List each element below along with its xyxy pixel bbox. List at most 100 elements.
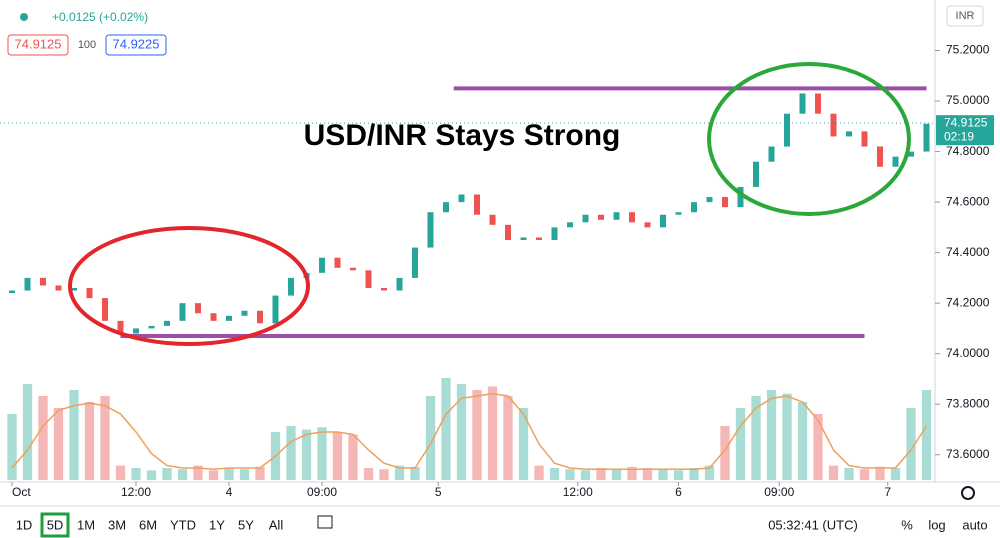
candle <box>582 214 589 223</box>
range-button[interactable]: 3M <box>108 517 126 532</box>
range-button[interactable]: All <box>269 517 284 532</box>
x-tick-label: Oct <box>12 485 31 499</box>
candle <box>334 257 341 268</box>
candle <box>40 277 46 286</box>
clock: 05:32:41 (UTC) <box>768 517 858 532</box>
highlight-ellipse <box>707 62 911 216</box>
volume-bar <box>689 468 699 480</box>
candle <box>923 123 930 152</box>
range-button[interactable]: YTD <box>170 517 196 532</box>
volume-bar <box>735 408 746 480</box>
candle <box>861 131 868 147</box>
candle <box>629 212 635 223</box>
range-button[interactable]: 6M <box>139 517 157 532</box>
countdown: 02:19 <box>944 129 974 143</box>
range-button[interactable]: 5D <box>47 517 64 532</box>
candle <box>350 267 356 271</box>
candle <box>830 113 837 137</box>
candle <box>598 214 604 220</box>
candle <box>133 328 139 334</box>
candle <box>551 227 558 240</box>
y-tick-label: 74.8000 <box>946 144 990 158</box>
volume-bar <box>565 469 575 480</box>
volume-bar <box>317 427 327 480</box>
volume-bar <box>611 469 622 480</box>
change: +0.0125 (+0.02%) <box>52 10 148 24</box>
candle <box>877 146 883 167</box>
volume-bar <box>487 386 498 480</box>
bid-box[interactable] <box>7 34 69 56</box>
volume-bar <box>658 469 668 480</box>
candle <box>86 288 93 299</box>
percent-toggle[interactable]: % <box>901 517 913 532</box>
volume-bar <box>84 402 95 480</box>
volume-bar <box>177 469 188 480</box>
volume-bar <box>534 465 544 480</box>
candle <box>520 237 527 240</box>
volume-bar <box>627 466 637 480</box>
candle <box>613 212 620 220</box>
toolbar: 1D 5D 1M 3M 6M YTD 1Y 5Y All <box>16 512 284 538</box>
y-tick-label: 74.2000 <box>946 295 990 309</box>
candle <box>102 298 108 321</box>
range-button[interactable]: 1Y <box>209 517 225 532</box>
volume-bar <box>472 390 482 480</box>
compare-icon[interactable] <box>317 515 333 529</box>
volume-bar <box>301 429 312 480</box>
volume-bar <box>162 468 172 480</box>
volume-bar <box>673 470 684 480</box>
volume-bar <box>503 396 513 480</box>
range-button[interactable]: 5Y <box>238 517 254 532</box>
candle <box>443 202 449 213</box>
x-tick-label: 5 <box>435 485 442 499</box>
y-tick-label: 73.8000 <box>946 396 990 410</box>
y-tick-label: 74.4000 <box>946 245 990 259</box>
volume-bar <box>193 465 203 480</box>
candle <box>737 186 744 208</box>
volume-bar <box>425 396 436 480</box>
volume-bar <box>255 466 265 480</box>
volume-bar <box>394 465 405 480</box>
volume-bar <box>363 468 374 480</box>
candle <box>164 320 170 326</box>
candle <box>226 315 232 321</box>
volume-bar <box>890 468 901 480</box>
candle <box>489 214 496 225</box>
candle <box>195 303 201 314</box>
volume-bar <box>921 390 932 480</box>
volume-bar <box>813 414 823 480</box>
volume-bar <box>332 432 343 480</box>
x-tick-label: 7 <box>884 485 891 499</box>
x-tick-label: 6 <box>675 485 682 499</box>
range-button[interactable]: 1D <box>16 517 33 532</box>
ask: 74.9225 <box>113 36 160 51</box>
candle <box>722 197 728 208</box>
volume-bar <box>7 414 17 480</box>
currency-box[interactable] <box>946 5 984 27</box>
candle <box>567 222 573 228</box>
y-tick-label: 74.0000 <box>946 346 990 360</box>
range-button[interactable]: 1M <box>77 517 95 532</box>
candle <box>257 310 263 324</box>
candle <box>799 93 806 114</box>
selected-range <box>40 512 70 538</box>
volume-bar <box>100 396 110 480</box>
candle <box>71 288 77 291</box>
y-tick-label: 73.6000 <box>946 447 990 461</box>
candle <box>768 146 775 162</box>
volume-bar <box>875 466 885 480</box>
log-toggle[interactable]: log <box>928 517 945 532</box>
x-tick-label: 12:00 <box>121 485 151 499</box>
ask-box[interactable] <box>105 34 167 56</box>
settings-icon[interactable] <box>961 486 975 500</box>
auto-toggle[interactable]: auto <box>962 517 987 532</box>
volume-bar <box>348 434 358 480</box>
volume-bar <box>224 468 234 480</box>
candle <box>288 277 294 296</box>
volume-bar <box>410 466 420 480</box>
plot: 73.6000 73.8000 74.0000 74.2000 74.4000 74.60… <box>0 43 994 499</box>
candle <box>319 257 325 273</box>
